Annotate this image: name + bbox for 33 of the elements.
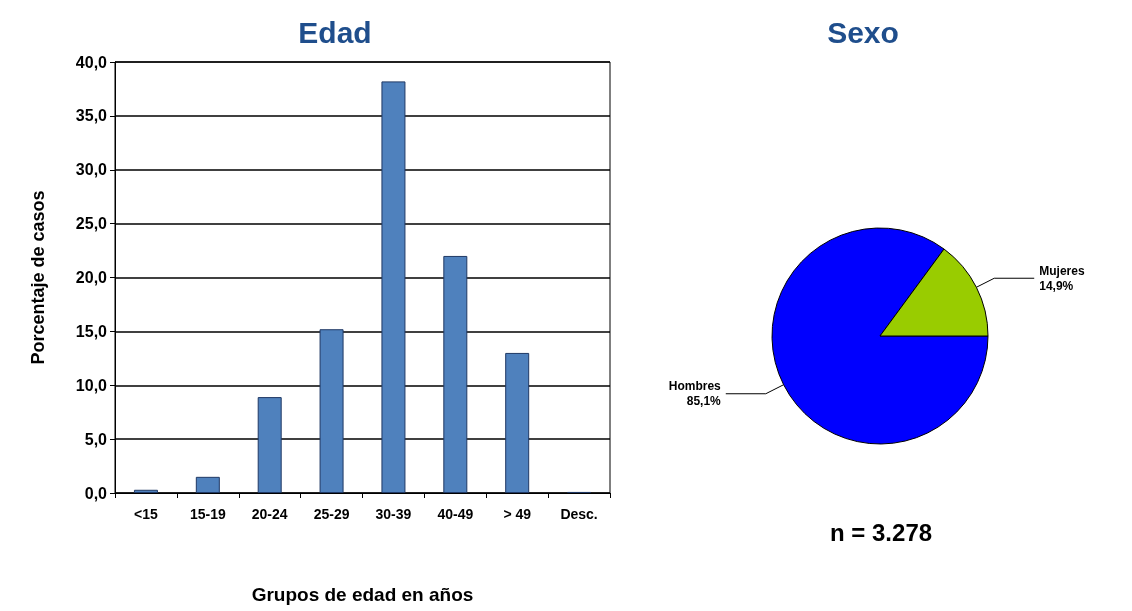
data-label: 14,9% <box>1039 278 1074 293</box>
slice-label: Hombres <box>668 379 722 394</box>
y-tick-label: 25,0 <box>75 215 108 233</box>
bar <box>133 489 158 493</box>
x-tick-label: Desc. <box>560 506 598 522</box>
x-tick-label: 15-19 <box>189 506 226 522</box>
text: n = 3.278 <box>830 518 933 546</box>
y-axis-title: Porcentaje de casos <box>28 190 48 365</box>
data-label: 85,1% <box>686 394 722 409</box>
y-tick-label: 15,0 <box>75 322 108 340</box>
x-tick-label: <15 <box>134 506 159 522</box>
bar <box>319 329 344 493</box>
y-tick-label: 10,0 <box>75 376 108 394</box>
y-tick-label: 0,0 <box>84 484 108 502</box>
y-tick-label: 40,0 <box>75 53 108 71</box>
x-tick-label: 30-39 <box>375 506 412 522</box>
x-tick-label: 20-24 <box>251 506 288 522</box>
chart-title: Edad <box>298 15 372 49</box>
y-tick-label: 20,0 <box>75 269 108 286</box>
bar <box>195 476 220 493</box>
bar <box>443 255 468 493</box>
x-tick-label: > 49 <box>503 506 532 522</box>
slice-label: Mujeres <box>1039 263 1085 278</box>
y-tick-label: 5,0 <box>84 430 108 448</box>
chart-title: Sexo <box>827 15 899 49</box>
x-axis-title: Grupos de edad en años <box>251 584 474 605</box>
bar <box>257 397 282 493</box>
x-tick-label: 40-49 <box>437 506 474 522</box>
bar <box>505 352 530 493</box>
y-tick-label: 30,0 <box>75 161 108 179</box>
x-tick-label: 25-29 <box>313 506 350 522</box>
y-tick-label: 35,0 <box>75 107 108 125</box>
bar <box>381 81 406 493</box>
